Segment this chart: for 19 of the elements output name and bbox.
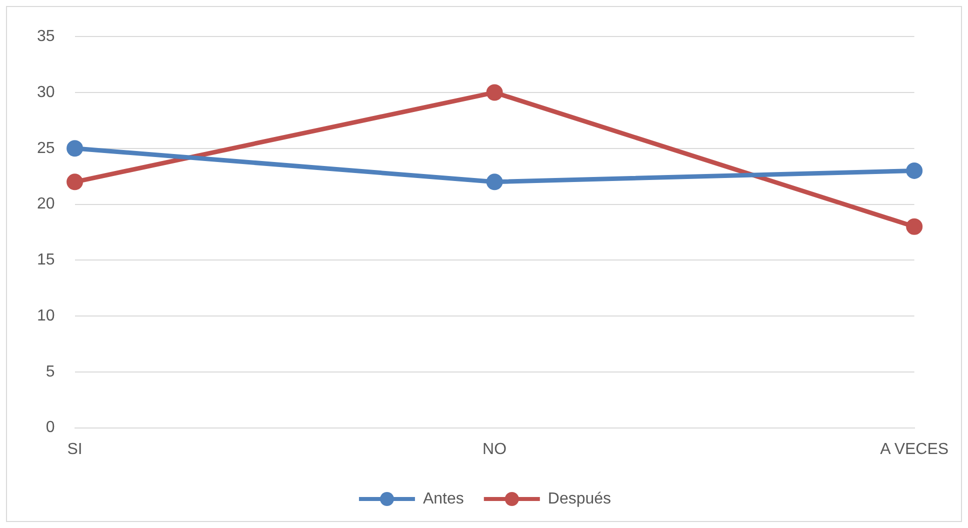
y-tick-label: 25 [37,140,55,157]
y-tick-label: 5 [46,363,55,380]
x-tick-label: A VECES [880,440,949,458]
y-tick-label: 20 [37,196,55,213]
y-tick-label: 30 [37,84,55,101]
point [906,218,923,235]
y-tick-label: 15 [37,252,55,269]
y-tick-label: 10 [37,307,55,324]
x-tick-label: NO [482,440,507,458]
point [486,174,503,190]
legend-label: Antes [422,490,464,508]
x-tick-label: SI [67,440,82,458]
point [486,84,503,101]
point [66,140,84,157]
legend-label: Después [548,490,612,508]
point [66,174,84,190]
point [906,162,923,179]
y-tick-label: 35 [37,28,55,46]
y-tick-label: 0 [46,419,55,436]
